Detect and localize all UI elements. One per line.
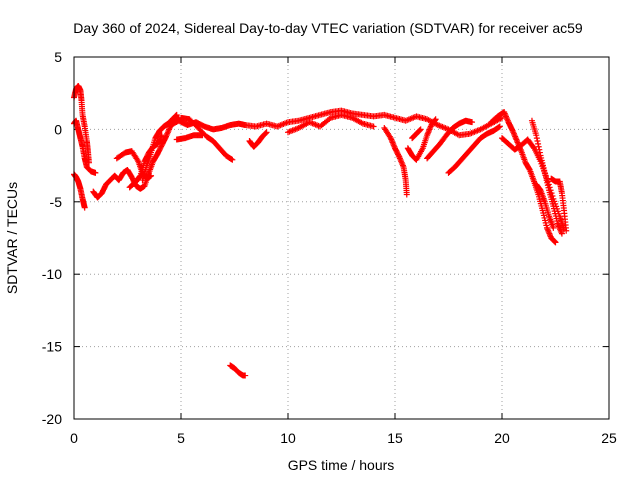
data-point-cluster [173,132,206,143]
data-point-cluster [404,116,439,163]
data-point-cluster [246,129,270,150]
axes: 0 5 10 15 20 25 -20 -15 -10 -5 0 5 [42,49,617,446]
y-tick-label: -5 [50,194,63,210]
data-point-cluster [227,362,249,379]
y-tick-label: 5 [54,49,62,65]
data-point-cluster [242,107,505,139]
data-point-cluster [548,175,570,234]
plot-frame [73,56,610,420]
y-tick-label: -10 [42,266,62,282]
data-point-cluster [167,117,249,133]
x-tick-label: 20 [494,430,510,446]
x-tick-label: 0 [70,430,78,446]
x-axis-label: GPS time / hours [288,457,395,473]
data-point-cluster [409,126,424,142]
x-tick-label: 25 [601,430,617,446]
x-tick-label: 10 [280,430,296,446]
x-tick-label: 5 [177,430,185,446]
data-point-cluster [178,114,236,163]
data-point-cluster [381,124,410,198]
x-tick-label: 15 [387,430,403,446]
data-point-cluster [113,148,155,182]
chart-title: Day 360 of 2024, Sidereal Day-to-day VTE… [73,20,583,36]
y-tick-label: 0 [54,121,62,137]
data-points [71,82,570,379]
y-tick-label: -20 [42,411,62,427]
data-point-cluster [528,117,565,237]
y-axis-label: SDTVAR / TECUs [4,182,20,294]
y-tick-label: -15 [42,339,62,355]
data-point-cluster [533,181,557,231]
data-point-cluster [424,117,476,162]
data-point-cluster [90,114,182,201]
data-point-cluster [285,111,377,136]
data-point-cluster [445,123,503,176]
data-point-cluster [126,132,165,191]
